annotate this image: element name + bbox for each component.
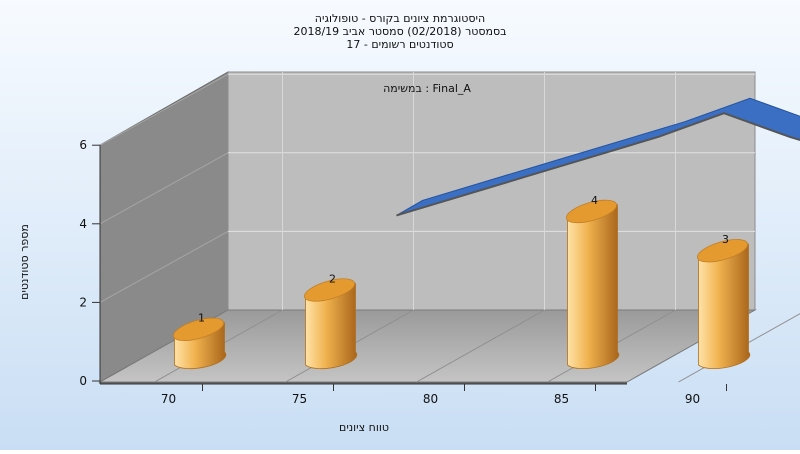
x-tick-label: 85 bbox=[554, 392, 569, 406]
x-tick-label: 80 bbox=[423, 392, 438, 406]
y-axis-label: מספר סטודנטים bbox=[18, 224, 31, 300]
chart-subtitle: במשימה : Final_A bbox=[383, 82, 471, 95]
x-tick-label: 90 bbox=[685, 392, 700, 406]
bar-85 bbox=[564, 196, 619, 372]
chart-title-line-1: היסטוגרמת ציונים בקורס - טופולוגיה bbox=[315, 12, 485, 25]
y-tick-label: 0 bbox=[79, 374, 87, 388]
y-tick-label: 4 bbox=[79, 217, 87, 231]
bar-90 bbox=[695, 235, 750, 372]
bar-body bbox=[568, 205, 619, 372]
x-axis-label: טווח ציונים bbox=[339, 421, 389, 434]
bar-75 bbox=[302, 274, 357, 371]
chart-title-line-3: סטודנטים רשומים - 17 bbox=[346, 38, 453, 51]
x-tick-label: 70 bbox=[161, 392, 176, 406]
bar-value-label: 4 bbox=[591, 194, 598, 207]
bar-value-label: 2 bbox=[329, 272, 336, 285]
bar-value-label: 3 bbox=[722, 233, 729, 246]
y-tick-label: 2 bbox=[79, 295, 87, 309]
bar-body bbox=[699, 244, 750, 372]
chart-title-line-2: בסמסטר (02/2018) סמסטר אביב 2018/19 bbox=[293, 25, 506, 38]
y-tick-label: 6 bbox=[79, 138, 87, 152]
bar-value-label: 1 bbox=[198, 312, 205, 325]
x-tick-label: 75 bbox=[292, 392, 307, 406]
